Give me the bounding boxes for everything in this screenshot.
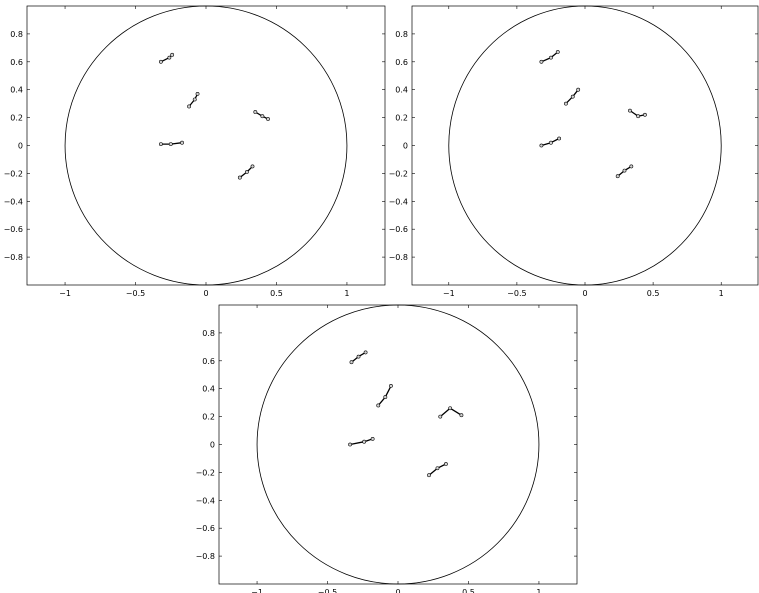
y-tick-label: −0.2 [389,169,408,178]
trajectory-point [356,354,361,359]
unit-circle [448,5,722,286]
y-tick-label: −0.8 [4,253,23,262]
y-tick-label: −0.4 [196,496,215,505]
x-tick-label: −1 [443,289,455,298]
y-tick-label: −0.4 [4,197,23,206]
y-tick-label: 0.2 [10,114,23,123]
trajectory-point [192,97,197,102]
y-tick-label: −0.8 [196,552,215,561]
y-tick-label: −0.8 [389,253,408,262]
trajectory-point [348,442,352,447]
y-tick-label: −0.2 [196,468,215,477]
trajectory-point [444,462,448,466]
y-tick-label: 0.6 [395,58,408,67]
y-tick-label: −0.2 [4,169,23,178]
y-tick-label: 0.6 [10,58,23,67]
plot-frame [218,304,578,585]
y-tick-label: 0.2 [395,114,408,123]
trajectory-point [448,406,453,411]
x-tick-label: 0.5 [647,289,660,298]
trajectory-point [376,403,381,408]
trajectory-point [389,384,393,388]
trajectory-point [555,50,560,54]
x-tick-label: 1 [719,289,724,298]
trajectory-point [253,110,258,114]
y-tick-label: 0.4 [395,86,408,95]
trajectory-point [195,91,200,96]
plot-frame [411,5,759,286]
y-tick-label: 0.4 [10,86,23,95]
trajectory-point [370,437,375,441]
trajectory-point [615,174,620,179]
x-tick-label: 0 [395,588,400,593]
y-tick-label: 0 [403,142,408,151]
y-tick-label: 0 [18,142,23,151]
trajectory-point [628,108,632,113]
y-tick-label: 0.4 [202,385,215,394]
trajectory-point [539,143,544,148]
trajectory-point [244,170,249,174]
trajectory-point [549,55,553,60]
y-tick-label: −0.4 [389,197,408,206]
y-tick-label: −0.6 [4,225,23,234]
trajectory-point [363,350,368,355]
trajectory-point [167,55,172,60]
trajectory-point [158,142,163,147]
trajectory-point [576,87,581,92]
trajectory-point [362,439,367,444]
trajectory-point [557,136,562,141]
trajectory-point [170,52,175,57]
trajectory-point [427,473,431,478]
x-tick-label: −1 [251,588,263,593]
y-tick-label: 0.6 [202,357,215,366]
unit-circle [256,304,540,585]
trajectory-point [237,175,242,180]
chart-panel-1: −1 −0.5 0 0.5 1 0.8 0.6 0.4 0.2 0 −0.2 −0.4 −0.6 −0.8 [4,5,386,298]
trajectory-point [622,168,627,173]
x-tick-label: 1 [344,289,349,298]
x-tick-label: 0.5 [462,588,475,593]
x-tick-label: −1 [59,289,71,298]
y-tick-label: −0.6 [196,524,215,533]
x-tick-label: 0.5 [270,289,283,298]
trajectory-point [383,395,388,399]
trajectory-point [349,360,354,365]
chart-panel-2: −1 −0.5 0 0.5 1 0.8 0.6 0.4 0.2 0 −0.2 −0.4 −0.6 −0.8 [389,5,759,298]
trajectory-point [168,142,173,147]
trajectory-point [549,140,553,145]
x-tick-label: 0 [203,289,208,298]
unit-circle [64,5,348,286]
y-tick-label: −0.6 [389,225,408,234]
trajectory-point [636,114,641,119]
trajectory-point [180,140,184,145]
chart-panel-3: −1 −0.5 0 0.5 1 0.8 0.6 0.4 0.2 0 −0.2 −0.4 −0.6 −0.8 [196,304,578,593]
trajectory-point [187,104,191,109]
x-tick-label: −0.5 [507,289,526,298]
x-tick-label: −0.5 [126,289,145,298]
trajectory-4 [349,438,374,446]
trajectory-point [459,413,464,418]
x-tick-label: −0.5 [318,588,337,593]
trajectory-point [266,117,270,121]
trajectory-point [435,466,440,471]
trajectory-point [629,164,634,169]
trajectory-point [438,414,443,419]
trajectory-point [158,59,163,64]
x-tick-label: 0 [582,289,587,298]
y-tick-label: 0.8 [10,30,23,39]
trajectory-point [250,164,255,169]
y-tick-label: 0.8 [395,30,408,39]
trajectory-point [564,101,568,106]
y-tick-label: 0.2 [202,413,215,422]
trajectory-point [570,94,575,99]
plot-frame [26,5,386,286]
trajectory-point [539,59,544,64]
y-tick-label: 0.8 [202,329,215,338]
x-tick-label: 1 [536,588,541,593]
trajectory-point [260,114,265,119]
y-tick-label: 0 [210,441,215,450]
trajectory-point [643,112,647,117]
